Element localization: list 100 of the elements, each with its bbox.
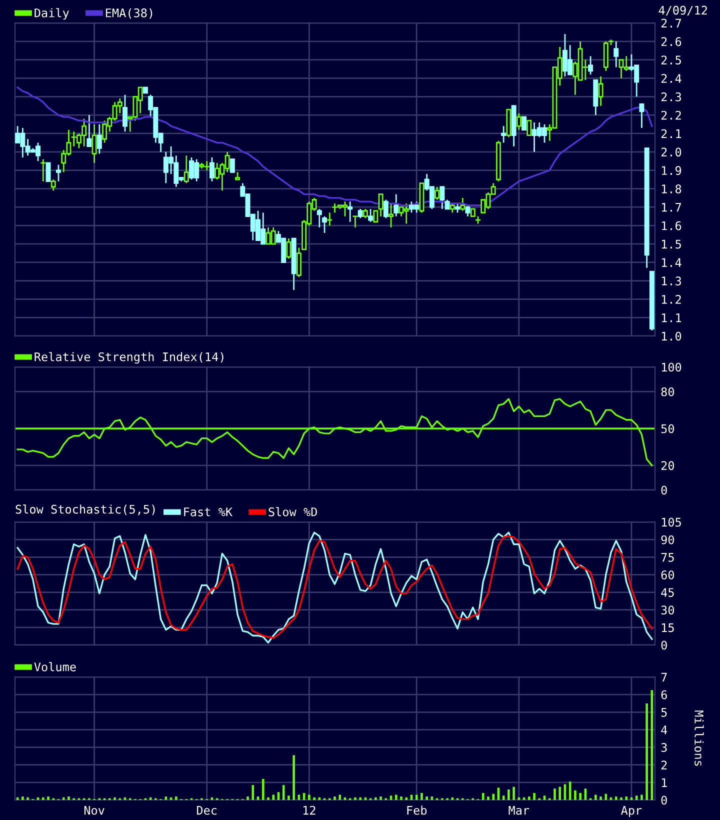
legend-label: Fast %K (184, 508, 232, 516)
bar (354, 797, 356, 800)
candlestick (362, 208, 368, 219)
candlestick (614, 40, 619, 68)
y-tick-label: 45 (661, 588, 674, 597)
bar (405, 797, 408, 800)
bar (272, 794, 275, 800)
y-tick-label: 2.6 (661, 37, 682, 46)
y-tick-label: 0 (661, 640, 667, 650)
bar (554, 788, 556, 800)
candlestick (444, 199, 450, 210)
candlestick (296, 246, 302, 278)
candlestick (322, 216, 327, 234)
candlestick (209, 156, 214, 182)
y-tick-label: 15 (662, 623, 674, 632)
candlestick (455, 202, 460, 214)
bar (22, 796, 24, 800)
bar (620, 797, 622, 800)
candlestick (388, 202, 394, 228)
candlestick (56, 164, 61, 182)
candlestick (368, 208, 374, 223)
bar (47, 796, 50, 800)
bar (574, 790, 576, 800)
y-tick-label: 1.4 (662, 258, 682, 267)
bar (579, 792, 582, 800)
bar (533, 792, 536, 800)
y-tick-label: 2.1 (661, 129, 682, 138)
candlestick (440, 186, 445, 210)
bar (42, 797, 44, 800)
bar (313, 797, 316, 800)
bar (267, 797, 270, 800)
bar (646, 703, 648, 800)
text: 4/09/12 (658, 6, 707, 16)
bar (246, 796, 249, 800)
bar (394, 794, 398, 800)
bar (594, 794, 597, 800)
bar (410, 794, 413, 800)
legend-label: Slow %D (268, 507, 317, 516)
bar (175, 796, 178, 800)
x-tick-label: Mar (508, 806, 530, 815)
bar (252, 785, 254, 800)
candlestick (50, 178, 56, 192)
candlestick (316, 208, 322, 228)
candlestick (286, 238, 292, 260)
x-tick-label: Feb (407, 806, 427, 815)
y-tick-label: 30 (661, 606, 674, 615)
y-tick-label: 1.9 (662, 166, 682, 175)
candlestick (501, 125, 506, 144)
bar (420, 792, 423, 800)
candlestick (327, 212, 332, 226)
y-tick-label: 2 (661, 760, 667, 770)
y-tick-label: 5 (661, 708, 667, 717)
bar (359, 797, 362, 800)
bar (114, 797, 116, 800)
y-tick-label: 2.4 (661, 74, 682, 83)
candlestick (603, 40, 608, 72)
y-tick-label: 0 (661, 486, 667, 495)
candlestick (122, 94, 128, 132)
y-tick-label: 2.2 (661, 110, 681, 120)
bar (635, 796, 638, 800)
candlestick (588, 55, 594, 76)
bar (487, 796, 490, 800)
bar (298, 794, 300, 800)
y-tick-label: 60 (661, 570, 674, 580)
legend-label: Volume (34, 662, 76, 672)
bar (415, 794, 418, 800)
bar (426, 796, 428, 800)
legend-label: EMA(38) (106, 8, 152, 19)
bar (508, 789, 510, 800)
y-axis-title: Millions (694, 710, 704, 766)
bar (318, 797, 321, 800)
bar (502, 796, 505, 800)
y-tick-label: 1 (662, 778, 667, 787)
x-tick-label: Dec (196, 806, 217, 815)
y-tick-label: 1.8 (662, 184, 682, 194)
y-tick-label: 50 (661, 424, 674, 434)
candlestick (184, 154, 189, 184)
y-tick-label: 1.0 (662, 332, 682, 341)
candlestick (96, 124, 102, 154)
x-tick-label: Apr (621, 806, 642, 818)
bar (640, 794, 643, 800)
y-tick-label: 6 (661, 690, 667, 700)
candlestick (598, 76, 604, 107)
bar (600, 796, 602, 800)
bar (558, 786, 561, 800)
candlestick (460, 197, 466, 212)
candlestick (516, 112, 522, 130)
y-tick-label: 1.2 (662, 294, 681, 304)
bar (262, 778, 264, 800)
x-tick-label: 12 (303, 806, 316, 815)
bar (390, 796, 392, 800)
legend-label: Daily (34, 8, 69, 20)
y-tick-label: 80 (661, 387, 674, 396)
bar (543, 796, 546, 800)
y-tick-label: 90 (661, 535, 674, 544)
y-tick-label: 20 (661, 461, 674, 470)
legend-label: Relative Strength Index(14) (34, 352, 224, 364)
y-tick-label: 2.3 (661, 92, 681, 102)
y-tick-label: 2.0 (661, 148, 682, 157)
bar (308, 794, 310, 800)
